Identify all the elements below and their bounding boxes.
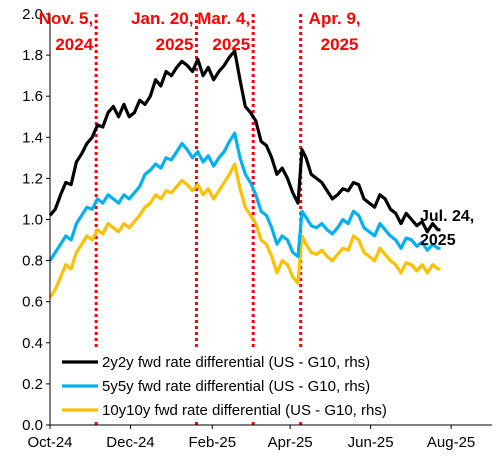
end-annotation-line1: Jul. 24,	[420, 208, 474, 225]
y-tick-label: 1.8	[22, 47, 43, 64]
y-tick-label: 0.0	[22, 417, 43, 434]
x-tick-label: Dec-24	[106, 434, 154, 451]
y-tick-label: 1.4	[22, 129, 43, 146]
x-tick-label: Feb-25	[189, 434, 237, 451]
x-tick-label: Aug-25	[427, 434, 475, 451]
y-tick-label: 2.0	[22, 6, 43, 23]
event-label-line1: Apr. 9,	[309, 9, 361, 28]
y-tick-label: 0.6	[22, 294, 43, 311]
x-tick-label: Oct-24	[27, 434, 72, 451]
y-tick-label: 1.0	[22, 212, 43, 229]
y-tick-label: 1.6	[22, 88, 43, 105]
event-label-line2: 2025	[212, 35, 250, 54]
event-label-line1: Mar. 4,	[197, 9, 250, 28]
series-line	[48, 131, 441, 262]
legend-label: 5y5y fwd rate differential (US - G10, rh…	[102, 378, 370, 395]
x-axis-ticks: Oct-24 Dec-24 Feb-25 Apr-25 Jun-25 Aug-25	[27, 425, 475, 451]
y-tick-label: 0.2	[22, 376, 43, 393]
x-tick-label: Jun-25	[348, 434, 394, 451]
y-tick-label: 1.2	[22, 170, 43, 187]
series-line	[48, 162, 441, 299]
legend-label: 2y2y fwd rate differential (US - G10, rh…	[102, 354, 370, 371]
end-annotation-line2: 2025	[420, 232, 456, 249]
legend: 2y2y fwd rate differential (US - G10, rh…	[57, 348, 387, 422]
event-label-line2: 2024	[55, 35, 93, 54]
event-label-line2: 2025	[321, 35, 359, 54]
legend-box	[57, 348, 387, 422]
end-annotation: Jul. 24, 2025	[420, 208, 474, 249]
event-label-line2: 2025	[156, 35, 194, 54]
y-axis-ticks: 0.0 0.2 0.4 0.6 0.8 1.0 1.2 1.4 1.6 1.8 2.0	[22, 6, 50, 434]
event-label-line1: Jan. 20,	[131, 9, 193, 28]
y-tick-label: 0.4	[22, 335, 43, 352]
x-tick-label: Apr-25	[268, 434, 313, 451]
series-lines	[48, 49, 441, 299]
event-label-line1: Nov. 5,	[39, 9, 93, 28]
legend-label: 10y10y fwd rate differential (US - G10, …	[102, 402, 387, 419]
y-tick-label: 0.8	[22, 253, 43, 270]
series-line	[48, 49, 441, 234]
